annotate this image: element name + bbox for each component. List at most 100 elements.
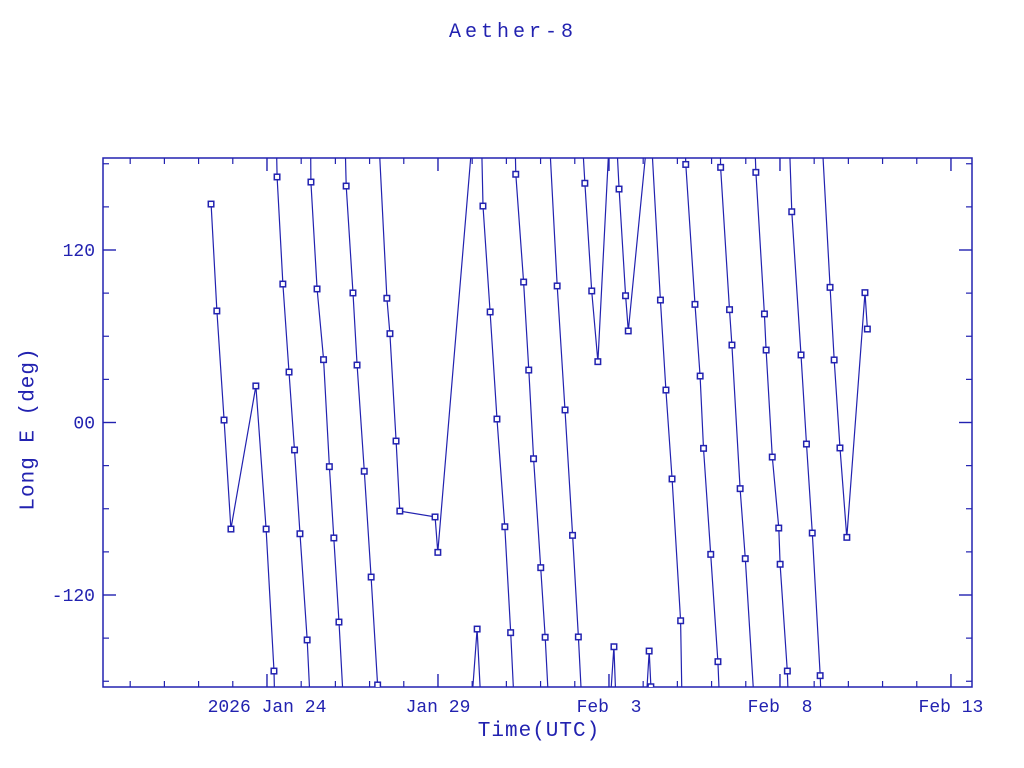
data-point-marker	[303, 636, 311, 644]
data-point-marker	[512, 170, 520, 178]
data-polyline	[822, 158, 868, 538]
data-point-marker	[330, 534, 338, 542]
data-polyline	[582, 158, 609, 362]
x-axis-tick-label: 2026 Jan 24	[208, 698, 327, 718]
data-point-marker	[788, 208, 796, 216]
data-point-marker	[717, 163, 725, 171]
data-point-marker	[227, 525, 235, 533]
data-point-marker	[360, 467, 368, 475]
data-point-marker	[645, 647, 653, 655]
data-point-marker	[574, 633, 582, 641]
data-point-marker	[386, 330, 394, 338]
data-point-marker	[342, 182, 350, 190]
data-point-marker	[383, 294, 391, 302]
data-point-marker	[728, 341, 736, 349]
data-point-marker	[291, 446, 299, 454]
data-point-marker	[762, 346, 770, 354]
data-point-marker	[541, 633, 549, 641]
data-point-marker	[285, 368, 293, 376]
data-point-marker	[768, 453, 776, 461]
x-axis-tick-label: Jan 29	[406, 698, 471, 718]
data-point-marker	[569, 531, 577, 539]
data-point-marker	[561, 406, 569, 414]
x-axis-tick-label: Feb 13	[919, 698, 984, 718]
chart-title: Aether-8	[448, 21, 578, 44]
data-point-marker	[530, 455, 538, 463]
data-point-marker	[861, 289, 869, 297]
data-point-marker	[553, 282, 561, 290]
data-point-marker	[677, 617, 685, 625]
data-point-marker	[220, 416, 228, 424]
data-point-marker	[615, 185, 623, 193]
data-point-marker	[760, 310, 768, 318]
data-point-marker	[270, 667, 278, 675]
data-point-marker	[313, 285, 321, 293]
data-point-marker	[726, 306, 734, 314]
data-polyline	[472, 629, 481, 687]
data-point-marker	[525, 366, 533, 374]
data-point-marker	[682, 160, 690, 168]
data-polyline	[610, 646, 617, 687]
data-point-marker	[594, 358, 602, 366]
data-point-marker	[501, 523, 509, 531]
data-polyline	[684, 158, 720, 687]
data-point-marker	[826, 283, 834, 291]
data-point-marker	[714, 658, 722, 666]
x-axis-tick-label: Feb 8	[748, 698, 813, 718]
data-point-marker	[752, 168, 760, 176]
data-point-marker	[479, 202, 487, 210]
plot-frame	[102, 157, 973, 688]
data-polyline	[379, 158, 472, 553]
data-point-marker	[741, 555, 749, 563]
data-polyline	[754, 158, 789, 687]
data-point-marker	[473, 625, 481, 633]
data-point-marker	[262, 525, 270, 533]
data-series-lines	[210, 158, 868, 687]
data-point-marker	[349, 289, 357, 297]
data-polyline	[651, 158, 683, 687]
data-point-marker	[662, 386, 670, 394]
data-point-marker	[830, 356, 838, 364]
data-point-marker	[647, 683, 655, 687]
data-point-marker	[816, 672, 824, 680]
data-point-marker	[273, 173, 281, 181]
data-point-marker	[707, 550, 715, 558]
data-polyline	[276, 158, 311, 687]
data-point-marker	[696, 372, 704, 380]
data-point-marker	[296, 530, 304, 538]
data-point-marker	[520, 278, 528, 286]
data-point-marker	[802, 440, 810, 448]
data-point-marker	[624, 327, 632, 335]
data-polyline	[789, 158, 822, 687]
x-axis-tick-label: Feb 3	[577, 698, 642, 718]
data-point-marker	[588, 287, 596, 295]
data-point-marker	[776, 560, 784, 568]
data-point-marker	[843, 533, 851, 541]
data-polyline	[549, 158, 582, 687]
data-point-marker	[610, 643, 618, 651]
data-point-marker	[486, 308, 494, 316]
data-polyline	[616, 158, 646, 331]
y-axis-tick-label: -120	[52, 587, 95, 607]
y-axis-tick-label: 120	[63, 242, 95, 262]
data-point-marker	[656, 296, 664, 304]
data-polyline	[344, 158, 379, 687]
data-point-marker	[808, 529, 816, 537]
data-point-marker	[507, 629, 515, 637]
data-polyline	[646, 651, 652, 687]
data-point-marker	[374, 681, 382, 687]
data-point-marker	[691, 300, 699, 308]
data-point-marker	[668, 475, 676, 483]
data-point-marker	[493, 415, 501, 423]
data-point-marker	[307, 178, 315, 186]
data-series-markers	[207, 160, 871, 687]
data-polyline	[310, 158, 344, 687]
data-point-marker	[775, 524, 783, 532]
data-point-marker	[252, 382, 260, 390]
x-axis-title: Time(UTC)	[477, 720, 601, 743]
data-point-marker	[431, 513, 439, 521]
data-point-marker	[207, 200, 215, 208]
data-point-marker	[537, 564, 545, 572]
